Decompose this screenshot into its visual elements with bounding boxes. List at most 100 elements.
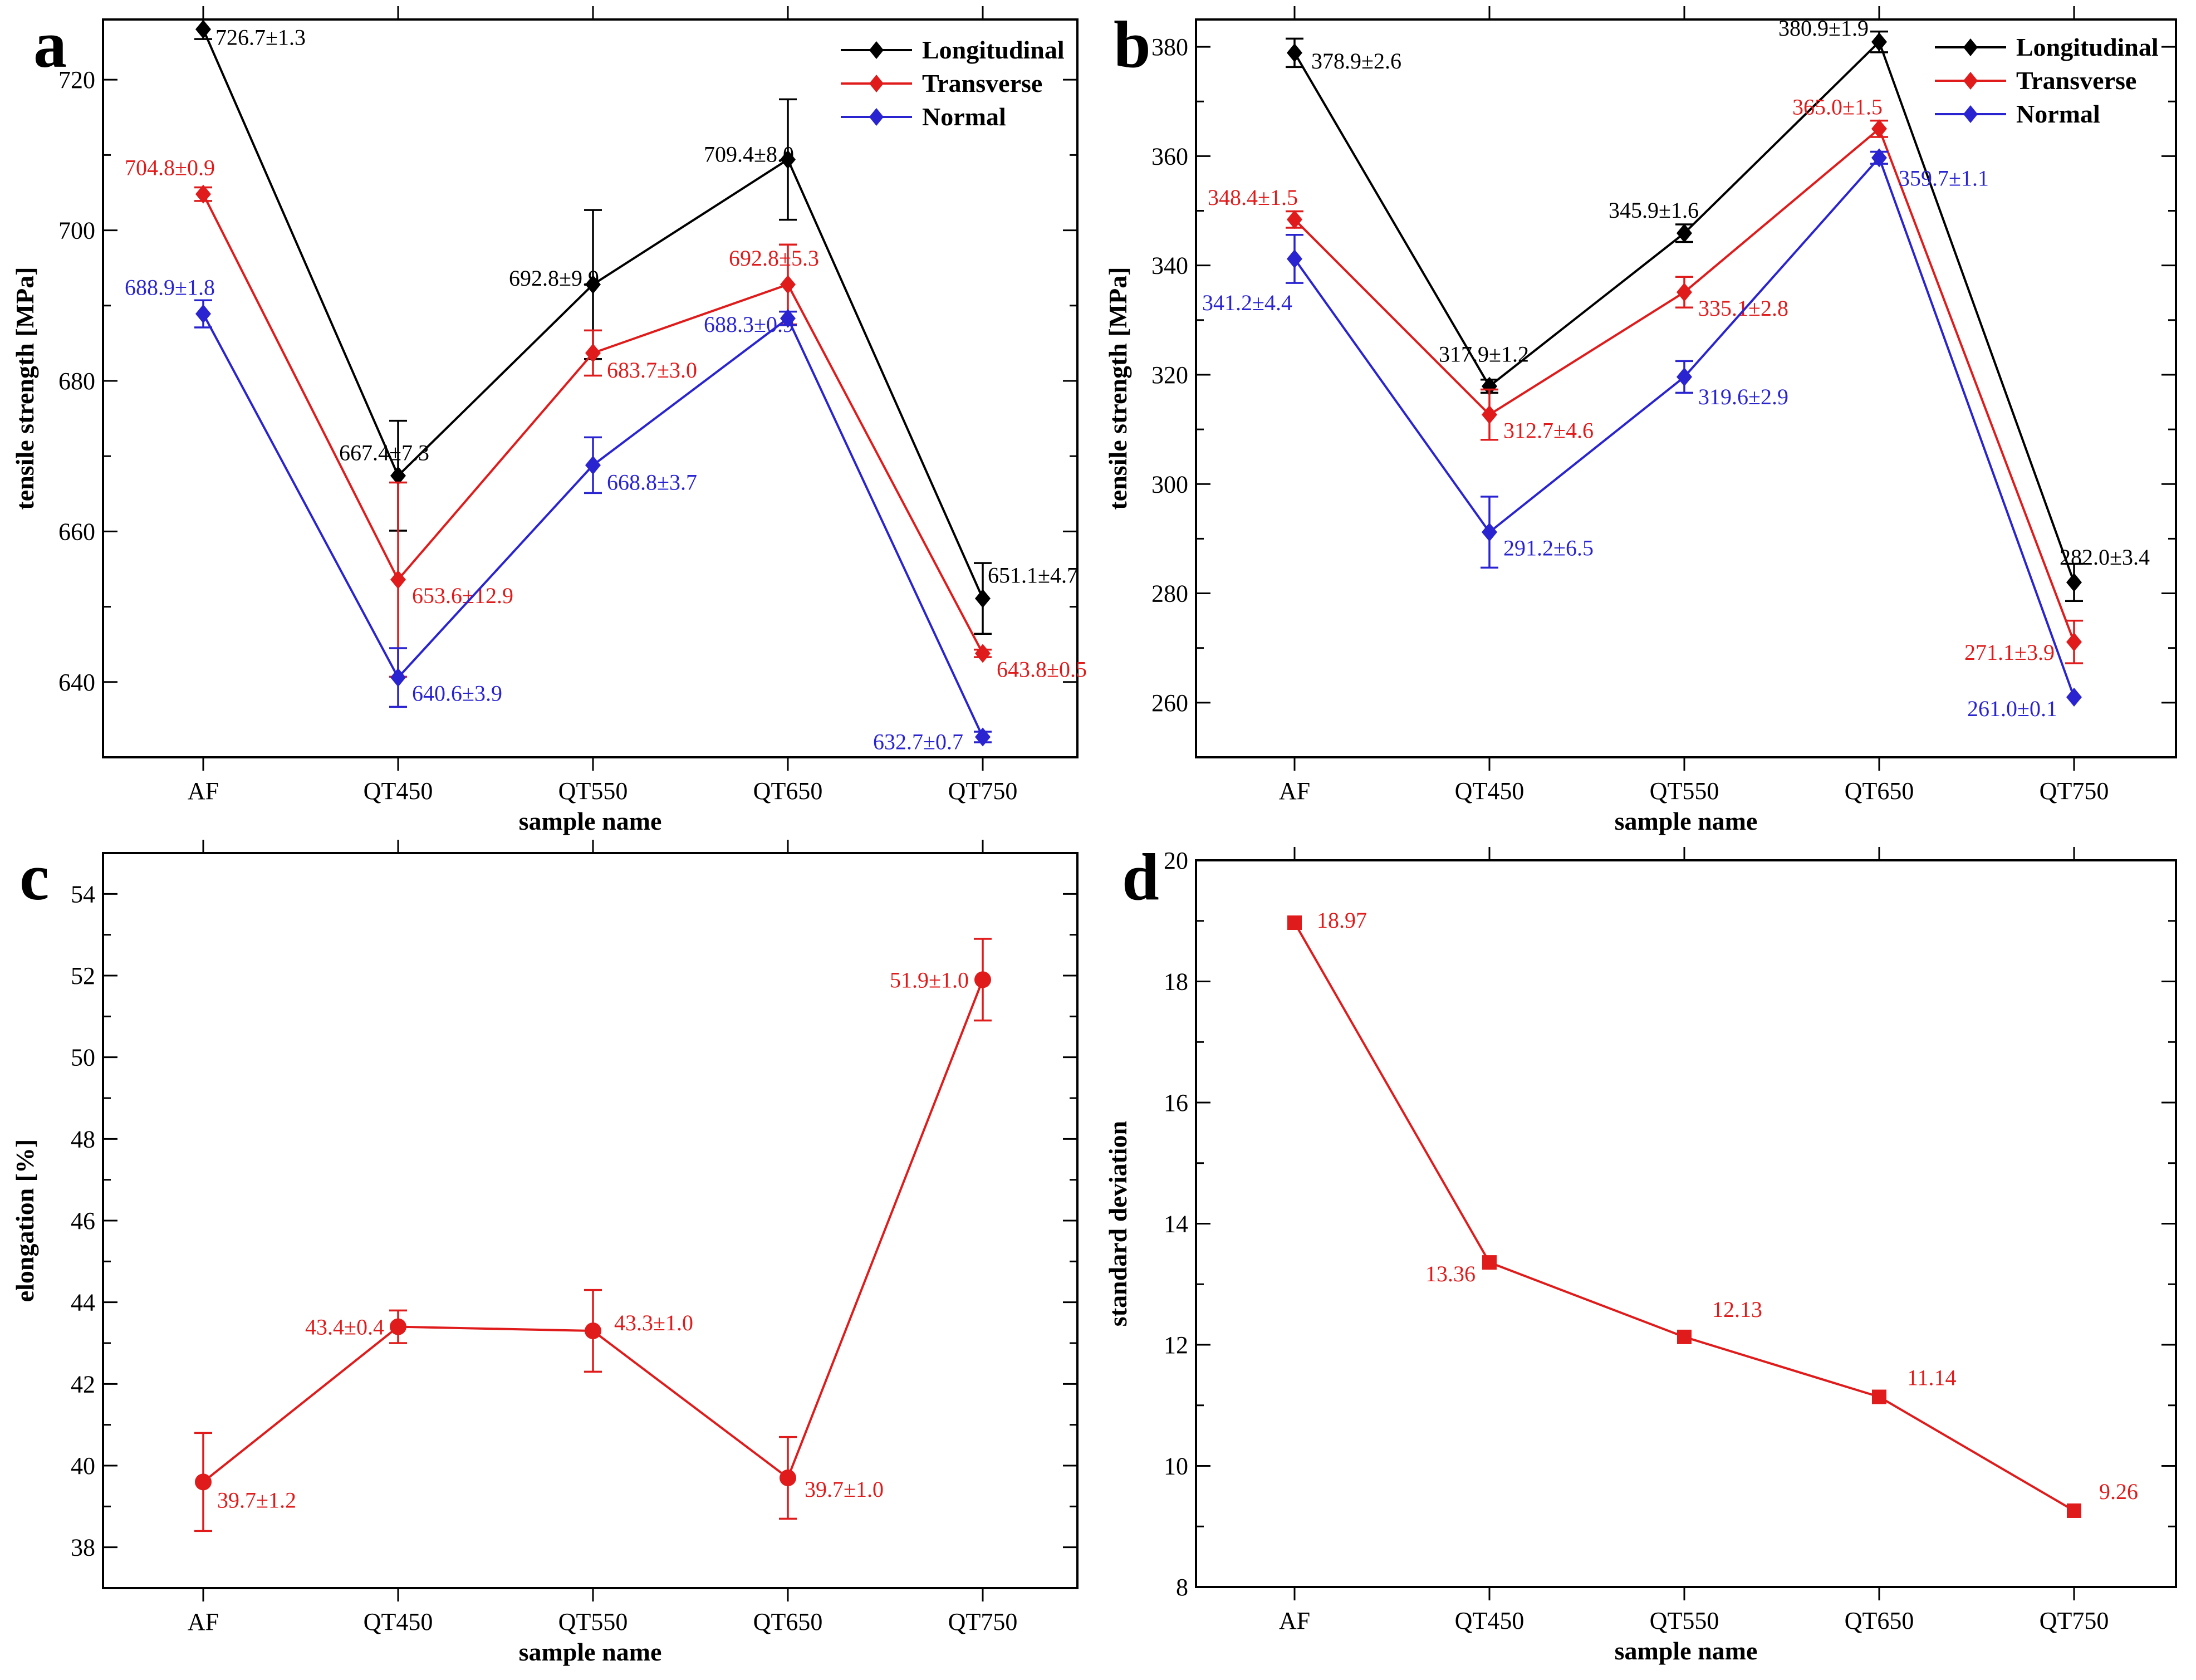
data-point — [390, 668, 406, 687]
data-point — [975, 589, 991, 608]
data-point — [2067, 1503, 2081, 1518]
data-point — [1871, 119, 1887, 139]
panel-label: d — [1122, 840, 1159, 914]
data-label: 43.4±0.4 — [305, 1315, 384, 1340]
data-label: 667.4±7.3 — [339, 440, 429, 465]
plot-frame-d — [1195, 859, 2177, 1588]
legend-label: Normal — [922, 102, 1006, 131]
legend: Longitudinal Transverse Normal — [841, 36, 1065, 131]
y-tick-label: 44 — [71, 1289, 95, 1316]
legend-label: Transverse — [922, 69, 1042, 97]
y-tick-label: 360 — [1151, 143, 1188, 170]
x-tick-label: QT750 — [2040, 1607, 2109, 1634]
data-point — [585, 455, 601, 475]
y-tick-label: 18 — [1164, 968, 1188, 996]
legend: Longitudinal Transverse Normal — [1935, 33, 2159, 128]
data-point — [2066, 688, 2082, 707]
data-point — [975, 644, 991, 663]
y-tick-label: 10 — [1164, 1453, 1188, 1480]
data-label: 271.1±3.9 — [1964, 640, 2055, 665]
x-tick-label: AF — [1279, 777, 1310, 805]
data-point — [585, 275, 601, 294]
data-label: 13.36 — [1425, 1261, 1476, 1286]
data-point — [1677, 367, 1692, 386]
y-tick-label: 680 — [58, 368, 95, 395]
plot-frame-a — [102, 18, 1079, 758]
panel-label: c — [19, 840, 49, 914]
data-point — [1287, 915, 1302, 930]
panel-c: 38 40 42 44 46 48 50 52 54 AF QT450 QT550 QT650 QT750… — [11, 840, 1079, 1666]
x-tick-label: QT650 — [753, 1608, 823, 1635]
data-label: 335.1±2.8 — [1698, 296, 1788, 321]
y-tick-label: 720 — [58, 66, 95, 94]
series-transverse: 348.4±1.5 312.7±4.6 335.1±2.8 365.0±1.5 271.… — [1208, 94, 2083, 665]
data-point — [1677, 1329, 1692, 1344]
legend-marker — [869, 108, 884, 126]
legend-marker — [869, 75, 884, 92]
data-label: 378.9±2.6 — [1311, 48, 1401, 74]
data-label: 43.3±1.0 — [614, 1310, 693, 1335]
x-tick-label: QT650 — [1845, 777, 1914, 805]
y-tick-label: 300 — [1151, 471, 1188, 498]
x-tick-label: AF — [188, 777, 219, 805]
panel-b: 260 280 300 320 340 360 380 AF QT450 QT550 QT650 QT… — [1104, 6, 2177, 835]
data-label: 651.1±4.7 — [988, 563, 1078, 588]
data-label: 653.6±12.9 — [412, 583, 513, 608]
y-axis-label: elongation [%] — [11, 1139, 39, 1302]
data-point — [1287, 43, 1302, 62]
data-label: 317.9±1.2 — [1439, 342, 1529, 367]
series-transverse: 704.8±0.9 653.6±12.9 683.7±3.0 692.8±5.3 643… — [125, 155, 1087, 682]
data-point — [1482, 376, 1497, 396]
y-axis-label: tensile strength [MPa] — [1104, 267, 1132, 510]
x-tick-label: QT550 — [1650, 1607, 1719, 1634]
data-label: 688.3±0.9 — [704, 312, 794, 337]
series-line — [1293, 922, 2075, 1512]
series-line — [202, 979, 984, 1483]
y-tick-label: 8 — [1176, 1574, 1188, 1601]
data-point — [780, 1470, 796, 1486]
data-point — [975, 727, 991, 747]
data-point — [1482, 405, 1497, 424]
data-label: 692.8±5.3 — [729, 246, 819, 271]
x-axis-label: sample name — [1615, 1637, 1758, 1665]
y-tick-label: 700 — [58, 217, 95, 244]
data-label: 359.7±1.1 — [1899, 165, 1989, 190]
y-tick-label: 16 — [1164, 1089, 1188, 1116]
data-point — [390, 466, 406, 486]
legend-marker — [1963, 72, 1978, 90]
legend-marker — [1963, 38, 1978, 56]
data-label: 39.7±1.0 — [805, 1477, 884, 1502]
data-label: 282.0±3.4 — [2060, 545, 2150, 570]
legend-label: Normal — [2016, 100, 2100, 128]
y-tick-label: 54 — [71, 880, 95, 908]
data-point — [974, 971, 991, 988]
x-axis-label: sample name — [1615, 807, 1758, 835]
data-point — [195, 19, 211, 39]
data-label: 640.6±3.9 — [412, 681, 502, 706]
x-tick-label: QT450 — [364, 777, 433, 805]
data-label: 11.14 — [1907, 1365, 1957, 1390]
data-point — [585, 343, 601, 363]
data-label: 261.0±0.1 — [1967, 696, 2057, 721]
y-axis-label: tensile strength [MPa] — [11, 267, 39, 510]
panel-label: b — [1114, 7, 1151, 81]
data-point — [585, 1323, 601, 1339]
data-point — [195, 304, 211, 324]
panel-d: 8 10 12 14 16 18 20 AF QT450 QT550 QT650 QT750 sampl… — [1104, 840, 2177, 1665]
x-tick-label: QT450 — [1455, 1607, 1525, 1634]
legend-marker — [869, 41, 884, 59]
legend-label: Transverse — [2016, 66, 2136, 95]
data-label: 688.9±1.8 — [125, 275, 215, 300]
data-label: 12.13 — [1712, 1297, 1762, 1322]
legend-label: Longitudinal — [2016, 33, 2159, 61]
data-point — [195, 1473, 212, 1491]
y-axis-label: standard deviation — [1104, 1121, 1132, 1326]
x-axis-label: sample name — [519, 1638, 662, 1666]
series-longitudinal: 726.7±1.3 667.4±7.3 692.8±9.9 709.4±8.0 651.… — [194, 18, 1078, 635]
data-point — [1871, 32, 1887, 52]
data-point — [1871, 148, 1887, 168]
y-tick-label: 280 — [1151, 580, 1188, 608]
data-point — [1482, 522, 1497, 542]
y-tick-label: 260 — [1151, 689, 1188, 717]
